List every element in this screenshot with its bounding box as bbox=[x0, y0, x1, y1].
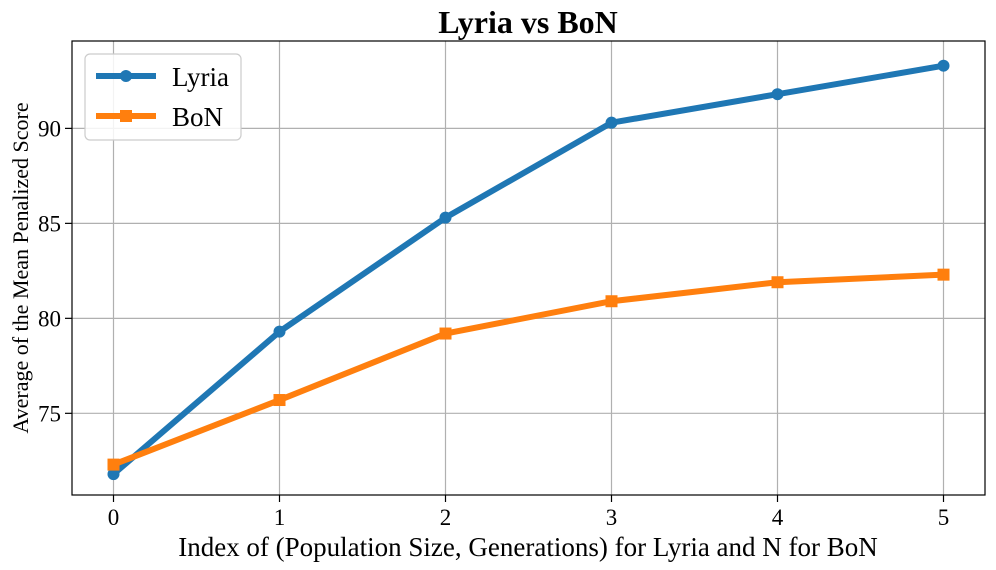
series-line-bon bbox=[110, 271, 947, 468]
x-tick-label: 2 bbox=[440, 505, 452, 530]
data-point-bon bbox=[273, 394, 286, 407]
data-point-bon bbox=[937, 268, 950, 281]
grid-lines bbox=[72, 41, 985, 495]
data-point-bon bbox=[439, 327, 452, 340]
axis-ticks: 0 1 2 3 4 5 75 80 85 90 bbox=[38, 116, 949, 530]
y-tick-label: 75 bbox=[38, 401, 61, 426]
legend-marker-bon bbox=[120, 110, 132, 122]
data-point-bon bbox=[107, 458, 120, 471]
y-tick-label: 85 bbox=[38, 211, 61, 236]
y-tick-label: 90 bbox=[38, 116, 61, 141]
legend-label-bon: BoN bbox=[172, 102, 223, 132]
data-point-bon bbox=[771, 276, 784, 289]
x-tick-label: 3 bbox=[606, 505, 618, 530]
data-point-lyria bbox=[605, 116, 618, 129]
data-point-lyria bbox=[107, 468, 120, 481]
legend: Lyria BoN bbox=[84, 53, 242, 141]
x-tick-label: 1 bbox=[274, 505, 286, 530]
data-point-lyria bbox=[273, 325, 286, 338]
data-point-lyria bbox=[771, 88, 784, 101]
x-tick-label: 4 bbox=[772, 505, 784, 530]
y-tick-label: 80 bbox=[38, 306, 61, 331]
data-point-lyria bbox=[439, 211, 452, 224]
data-point-bon bbox=[605, 295, 618, 308]
legend-label-lyria: Lyria bbox=[172, 62, 229, 92]
y-axis-label: Average of the Mean Penalized Score bbox=[8, 102, 33, 433]
data-point-lyria bbox=[937, 59, 950, 72]
x-tick-label: 5 bbox=[938, 505, 950, 530]
x-axis-label: Index of (Population Size, Generations) … bbox=[178, 532, 878, 562]
x-tick-label: 0 bbox=[108, 505, 120, 530]
chart-title: Lyria vs BoN bbox=[438, 4, 618, 40]
plot-frame bbox=[71, 40, 986, 496]
series-group bbox=[107, 59, 950, 481]
series-line-lyria bbox=[110, 62, 947, 478]
legend-marker-lyria bbox=[120, 70, 132, 82]
